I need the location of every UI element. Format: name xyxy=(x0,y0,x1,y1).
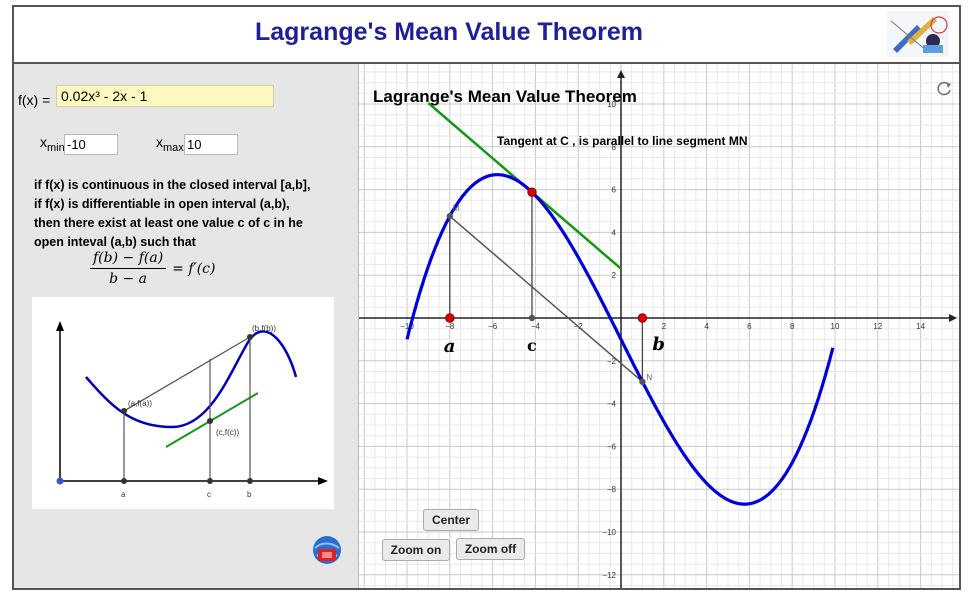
x-tick-label: −10 xyxy=(400,322,414,331)
theorem-line: if f(x) is differentiable in open interv… xyxy=(34,197,290,211)
y-tick-label: −10 xyxy=(602,528,616,537)
header: Lagrange's Mean Value Theorem xyxy=(14,7,959,64)
y-tick-label: −8 xyxy=(607,485,617,494)
xmax-label: xmax xyxy=(156,134,184,154)
y-tick-label: 6 xyxy=(612,186,617,195)
x-tick-label: 6 xyxy=(747,322,752,331)
label-m: M xyxy=(453,204,460,213)
y-tick-label: −12 xyxy=(602,571,616,580)
x-tick-label: −6 xyxy=(488,322,498,331)
y-tick-label: 2 xyxy=(612,271,617,280)
y-tick-label: −2 xyxy=(607,357,617,366)
point-n[interactable] xyxy=(639,378,646,385)
label-a: a xyxy=(121,490,126,499)
label-n: N xyxy=(646,373,652,382)
function-input[interactable] xyxy=(56,85,274,107)
control-panel: f(x) = xmin xmax if f(x) is continuous i… xyxy=(14,64,359,588)
y-axis-arrow-icon xyxy=(617,70,625,78)
x-tick-label: 14 xyxy=(916,322,925,331)
xmin-label: xmin xyxy=(40,134,65,154)
y-tick-label: −6 xyxy=(607,442,617,451)
label-c-bold: c xyxy=(527,336,537,355)
point-c-axis[interactable] xyxy=(528,314,536,322)
theorem-line: then there exist at least one value c of… xyxy=(34,216,303,230)
x-tick-label: −4 xyxy=(531,322,541,331)
label-c: c xyxy=(207,490,211,499)
refresh-icon[interactable] xyxy=(935,80,953,98)
label-c-fc: (c,f(c)) xyxy=(216,428,239,437)
fx-label: f(x) = xyxy=(18,92,51,108)
geometry-logo-icon xyxy=(887,11,949,57)
page-title: Lagrange's Mean Value Theorem xyxy=(254,18,643,46)
x-tick-label: 10 xyxy=(831,322,840,331)
label-b-fb: (b,f(b)) xyxy=(252,324,276,333)
xmin-input[interactable] xyxy=(64,134,118,155)
graph-title: Lagrange's Mean Value Theorem xyxy=(373,87,637,106)
illustration-diagram: (a,f(a)) (b,f(b)) (c,f(c)) a c b xyxy=(56,321,328,499)
y-tick-label: 8 xyxy=(612,143,617,152)
point-c-on-curve[interactable] xyxy=(527,187,537,197)
x-tick-label: −8 xyxy=(445,322,455,331)
function-curve xyxy=(405,173,835,506)
xmax-input[interactable] xyxy=(184,134,238,155)
formula-denominator: b − a xyxy=(109,271,148,287)
x-tick-label: 4 xyxy=(704,322,709,331)
label-b-bold: b xyxy=(652,334,665,355)
mvt-formula: f(b) − f(a) b − a = f′(c) xyxy=(90,250,215,287)
theorem-line: open inteval (a,b) such that xyxy=(34,235,196,249)
zoom-on-button[interactable]: Zoom on xyxy=(382,539,450,561)
theorem-statement: if f(x) is continuous in the closed inte… xyxy=(34,176,344,252)
y-tick-label: 10 xyxy=(607,100,616,109)
graph-canvas[interactable]: −10−8−6−4−22468101214108642−2−4−6−8−10−1… xyxy=(359,64,959,588)
label-a-bold: a xyxy=(444,336,456,357)
theorem-line: if f(x) is continuous in the closed inte… xyxy=(34,178,311,192)
app-frame: Lagrange's Mean Value Theorem f(x) = xmi… xyxy=(12,5,961,590)
point-m[interactable] xyxy=(446,212,453,220)
center-button[interactable]: Center xyxy=(423,509,479,531)
secant-segment-mn xyxy=(449,215,643,383)
point-a[interactable] xyxy=(445,313,455,323)
x-tick-label: 2 xyxy=(662,322,667,331)
y-tick-label: −4 xyxy=(607,400,617,409)
zoom-off-button[interactable]: Zoom off xyxy=(456,538,525,560)
graph-view[interactable]: −10−8−6−4−22468101214108642−2−4−6−8−10−1… xyxy=(359,64,959,588)
label-a-fa: (a,f(a)) xyxy=(128,399,152,408)
x-axis-arrow-icon xyxy=(949,314,957,322)
globe-logo-icon[interactable] xyxy=(311,534,343,566)
y-tick-label: 4 xyxy=(612,228,617,237)
formula-rhs: = f′(c) xyxy=(172,260,216,277)
x-tick-label: 8 xyxy=(790,322,795,331)
formula-numerator: f(b) − f(a) xyxy=(90,250,167,269)
label-b: b xyxy=(247,490,252,499)
tangent-caption: Tangent at C , is parallel to line segme… xyxy=(497,134,748,148)
point-b[interactable] xyxy=(637,313,648,323)
x-tick-label: 12 xyxy=(873,322,882,331)
illustration-panel: (a,f(a)) (b,f(b)) (c,f(c)) a c b xyxy=(32,297,334,509)
